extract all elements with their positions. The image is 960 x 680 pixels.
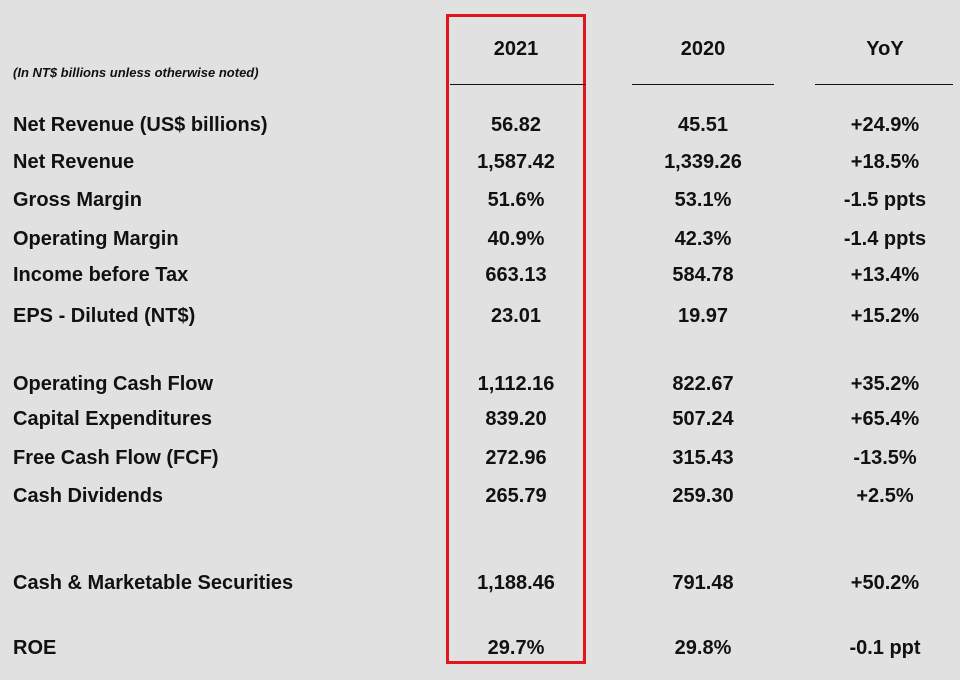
value-yoy: -1.5 ppts bbox=[843, 189, 927, 211]
value-yoy: +50.2% bbox=[850, 572, 920, 594]
value-2020: 1,339.26 bbox=[664, 151, 742, 173]
value-2021: 23.01 bbox=[490, 305, 542, 327]
row-label: Operating Margin bbox=[13, 228, 179, 250]
row-label: Capital Expenditures bbox=[13, 408, 212, 430]
value-2021: 1,587.42 bbox=[477, 151, 555, 173]
table-row-roe: ROE 29.7% 29.8% -0.1 ppt bbox=[0, 637, 960, 663]
row-label: Operating Cash Flow bbox=[13, 373, 214, 395]
column-rule-2021 bbox=[450, 84, 585, 85]
column-header-yoy: YoY bbox=[866, 38, 904, 60]
value-2021: 1,112.16 bbox=[477, 373, 555, 395]
row-label: Cash & Marketable Securities bbox=[13, 572, 294, 594]
highlight-2021-column bbox=[446, 14, 586, 664]
value-2021: 839.20 bbox=[485, 408, 547, 430]
column-rule-2020 bbox=[632, 84, 774, 85]
value-yoy: -0.1 ppt bbox=[849, 637, 921, 659]
value-2021: 56.82 bbox=[490, 114, 542, 136]
value-2020: 19.97 bbox=[677, 305, 729, 327]
value-yoy: +13.4% bbox=[850, 264, 920, 286]
value-yoy: +15.2% bbox=[850, 305, 920, 327]
row-label: Net Revenue (US$ billions) bbox=[13, 114, 268, 136]
table-row-net-revenue-usd: Net Revenue (US$ billions) 56.82 45.51 +… bbox=[0, 114, 960, 140]
table-row-eps-diluted: EPS - Diluted (NT$) 23.01 19.97 +15.2% bbox=[0, 305, 960, 331]
value-yoy: -13.5% bbox=[853, 447, 917, 469]
value-2020: 791.48 bbox=[672, 572, 734, 594]
row-label: Free Cash Flow (FCF) bbox=[13, 447, 219, 469]
column-header-2021: 2021 bbox=[493, 38, 539, 60]
table-row-income-before-tax: Income before Tax 663.13 584.78 +13.4% bbox=[0, 264, 960, 290]
value-2020: 315.43 bbox=[672, 447, 734, 469]
row-label: ROE bbox=[13, 637, 57, 659]
value-2021: 265.79 bbox=[485, 485, 547, 507]
table-row-operating-margin: Operating Margin 40.9% 42.3% -1.4 ppts bbox=[0, 228, 960, 254]
table-row-cash-dividends: Cash Dividends 265.79 259.30 +2.5% bbox=[0, 485, 960, 511]
row-label: EPS - Diluted (NT$) bbox=[13, 305, 196, 327]
table-row-free-cash-flow: Free Cash Flow (FCF) 272.96 315.43 -13.5… bbox=[0, 447, 960, 473]
value-2021: 29.7% bbox=[487, 637, 545, 659]
value-yoy: +65.4% bbox=[850, 408, 920, 430]
value-yoy: -1.4 ppts bbox=[843, 228, 927, 250]
value-yoy: +24.9% bbox=[850, 114, 920, 136]
table-row-net-revenue: Net Revenue 1,587.42 1,339.26 +18.5% bbox=[0, 151, 960, 177]
row-label: Gross Margin bbox=[13, 189, 142, 211]
value-2021: 272.96 bbox=[485, 447, 547, 469]
value-yoy: +2.5% bbox=[856, 485, 914, 507]
units-note: (In NT$ billions unless otherwise noted) bbox=[13, 65, 259, 80]
value-2020: 507.24 bbox=[672, 408, 734, 430]
value-yoy: +18.5% bbox=[850, 151, 920, 173]
table-row-gross-margin: Gross Margin 51.6% 53.1% -1.5 ppts bbox=[0, 189, 960, 215]
row-label: Income before Tax bbox=[13, 264, 189, 286]
value-2020: 29.8% bbox=[674, 637, 732, 659]
value-2020: 259.30 bbox=[672, 485, 734, 507]
value-2021: 663.13 bbox=[485, 264, 547, 286]
value-2020: 45.51 bbox=[677, 114, 729, 136]
column-rule-yoy bbox=[815, 84, 953, 85]
value-2020: 584.78 bbox=[672, 264, 734, 286]
table-row-capital-expenditures: Capital Expenditures 839.20 507.24 +65.4… bbox=[0, 408, 960, 434]
value-2021: 51.6% bbox=[487, 189, 545, 211]
value-2020: 42.3% bbox=[674, 228, 732, 250]
row-label: Cash Dividends bbox=[13, 485, 164, 507]
table-row-operating-cash-flow: Operating Cash Flow 1,112.16 822.67 +35.… bbox=[0, 373, 960, 399]
value-yoy: +35.2% bbox=[850, 373, 920, 395]
value-2021: 1,188.46 bbox=[477, 572, 555, 594]
row-label: Net Revenue bbox=[13, 151, 135, 173]
value-2021: 40.9% bbox=[487, 228, 545, 250]
column-header-2020: 2020 bbox=[680, 38, 726, 60]
table-row-cash-marketable-securities: Cash & Marketable Securities 1,188.46 79… bbox=[0, 572, 960, 598]
value-2020: 53.1% bbox=[674, 189, 732, 211]
value-2020: 822.67 bbox=[672, 373, 734, 395]
